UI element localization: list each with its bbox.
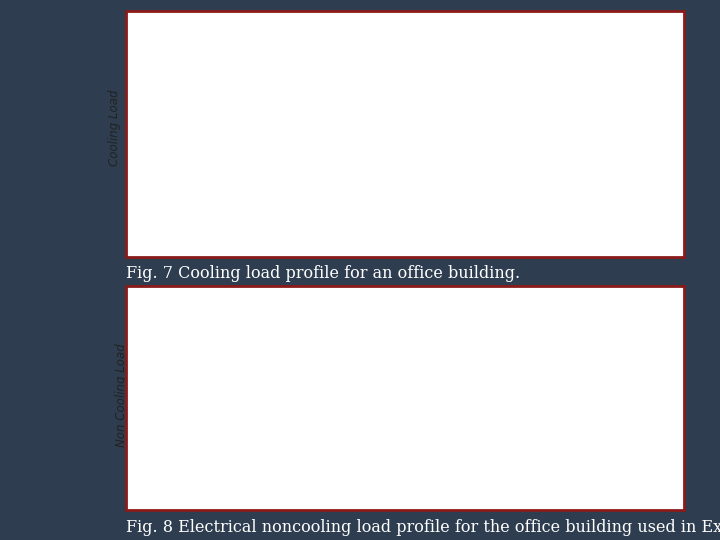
Y-axis label: Non Cooling Load: Non Cooling Load bbox=[114, 343, 127, 448]
Text: Fig. 7 Cooling load profile for an office building.: Fig. 7 Cooling load profile for an offic… bbox=[126, 265, 520, 281]
X-axis label: Time: Time bbox=[404, 501, 435, 514]
Y-axis label: Cooling Load: Cooling Load bbox=[108, 90, 121, 166]
Text: Fig. 8 Electrical noncooling load profile for the office building used in Exampl: Fig. 8 Electrical noncooling load profil… bbox=[126, 519, 720, 536]
X-axis label: Time: Time bbox=[404, 247, 435, 260]
